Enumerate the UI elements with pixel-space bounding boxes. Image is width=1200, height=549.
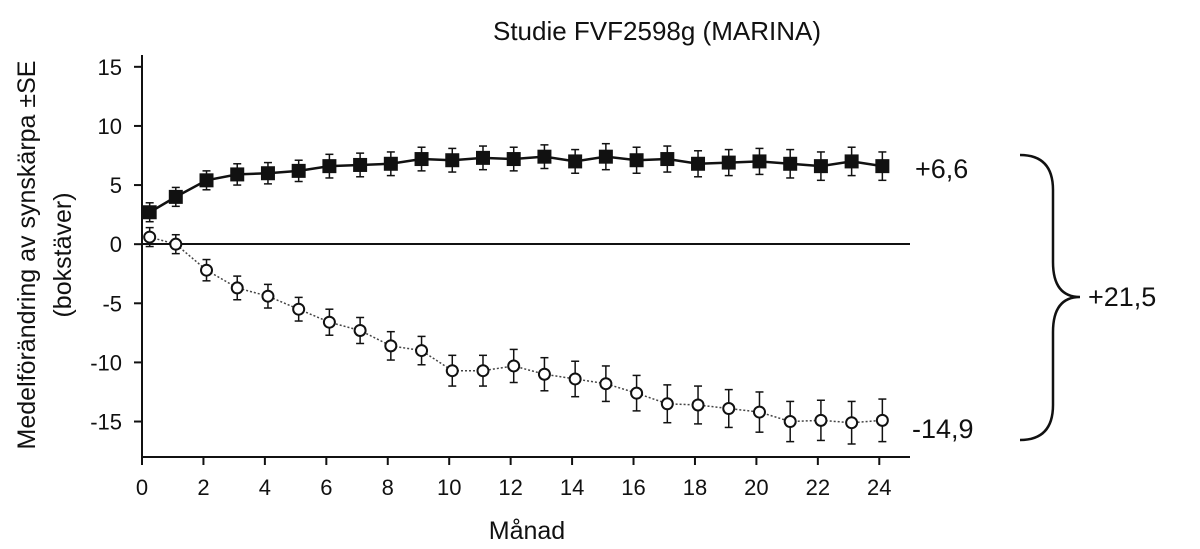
curly-brace xyxy=(1019,153,1081,442)
y-axis-title-line2: (bokstäver) xyxy=(49,192,77,317)
series-line-open xyxy=(149,236,883,424)
filled-square-point xyxy=(142,205,157,220)
y-tick-label: -15 xyxy=(90,410,122,435)
x-tick-label: 0 xyxy=(136,475,148,500)
open-circle-point xyxy=(875,413,889,427)
filled-square-point xyxy=(445,153,460,168)
x-axis-ticks: 0 2 4 6 8 10 12 14 16 18 20 22 24 xyxy=(136,457,892,500)
filled-square-point xyxy=(844,154,859,169)
filled-square-point xyxy=(629,153,644,168)
open-circle-point xyxy=(845,416,859,430)
y-tick-label: 10 xyxy=(98,114,122,139)
filled-square-point xyxy=(875,159,890,174)
filled-square-point xyxy=(813,159,828,174)
open-circle-point xyxy=(200,263,214,277)
x-tick-label: 20 xyxy=(744,475,768,500)
filled-square-point xyxy=(260,166,275,181)
y-tick-label: -10 xyxy=(90,350,122,375)
filled-square-point xyxy=(199,173,214,188)
x-tick-label: 22 xyxy=(806,475,830,500)
open-circle-point xyxy=(353,323,367,337)
bottom-value-label: -14,9 xyxy=(912,414,974,444)
x-tick-label: 16 xyxy=(621,475,645,500)
open-circle-point xyxy=(261,289,275,303)
y-tick-label: 15 xyxy=(98,55,122,80)
open-circle-point xyxy=(445,364,459,378)
y-tick-label: -5 xyxy=(102,291,122,316)
filled-square-point xyxy=(506,152,521,167)
filled-square-point xyxy=(721,155,736,170)
open-circle-point xyxy=(537,367,551,381)
x-tick-label: 6 xyxy=(320,475,332,500)
open-circle-point xyxy=(783,415,797,429)
filled-square-point xyxy=(475,150,490,165)
filled-square-point xyxy=(230,167,245,182)
open-circle-point xyxy=(630,386,644,400)
filled-square-point xyxy=(752,154,767,169)
filled-square-point xyxy=(414,152,429,167)
x-tick-label: 14 xyxy=(560,475,584,500)
filled-square-point xyxy=(353,157,368,172)
open-circle-point xyxy=(568,372,582,386)
filled-square-point xyxy=(598,149,613,164)
open-circle-point xyxy=(691,398,705,412)
open-circle-point xyxy=(660,397,674,411)
x-tick-label: 2 xyxy=(197,475,209,500)
top-value-label: +6,6 xyxy=(915,154,968,184)
open-circle-point xyxy=(169,237,183,251)
series-open-circle xyxy=(143,226,889,445)
filled-square-point xyxy=(568,154,583,169)
y-axis-ticks: 15 10 5 0 -5 -10 -15 xyxy=(90,55,142,435)
x-tick-label: 10 xyxy=(437,475,461,500)
filled-square-point xyxy=(660,152,675,167)
filled-square-point xyxy=(783,156,798,171)
y-tick-label: 5 xyxy=(110,173,122,198)
open-circle-point xyxy=(292,302,306,316)
series-filled-square xyxy=(142,142,890,223)
x-tick-label: 12 xyxy=(498,475,522,500)
open-circle-point xyxy=(415,344,429,358)
open-circle-point xyxy=(599,377,613,391)
x-axis-title: Månad xyxy=(489,517,565,545)
open-circle-point xyxy=(722,402,736,416)
open-circle-point xyxy=(752,405,766,419)
open-circle-point xyxy=(476,364,490,378)
filled-square-point xyxy=(691,156,706,171)
difference-label: +21,5 xyxy=(1088,282,1156,312)
filled-square-point xyxy=(168,189,183,204)
x-tick-label: 24 xyxy=(867,475,891,500)
open-circle-point xyxy=(322,315,336,329)
y-axis-title: Medelförändring av synskärpa ±SE (bokstä… xyxy=(13,61,77,450)
open-circle-point xyxy=(230,281,244,295)
filled-square-point xyxy=(322,159,337,174)
filled-square-point xyxy=(537,149,552,164)
x-tick-label: 8 xyxy=(382,475,394,500)
open-circle-point xyxy=(384,339,398,353)
filled-square-point xyxy=(291,163,306,178)
filled-square-point xyxy=(383,156,398,171)
x-tick-label: 4 xyxy=(259,475,271,500)
chart-title: Studie FVF2598g (MARINA) xyxy=(493,16,821,46)
open-circle-point xyxy=(814,413,828,427)
open-circle-point xyxy=(507,359,521,373)
x-tick-label: 18 xyxy=(683,475,707,500)
y-axis-title-line1: Medelförändring av synskärpa ±SE xyxy=(13,61,41,450)
y-tick-label: 0 xyxy=(110,232,122,257)
open-circle-point xyxy=(143,230,157,244)
